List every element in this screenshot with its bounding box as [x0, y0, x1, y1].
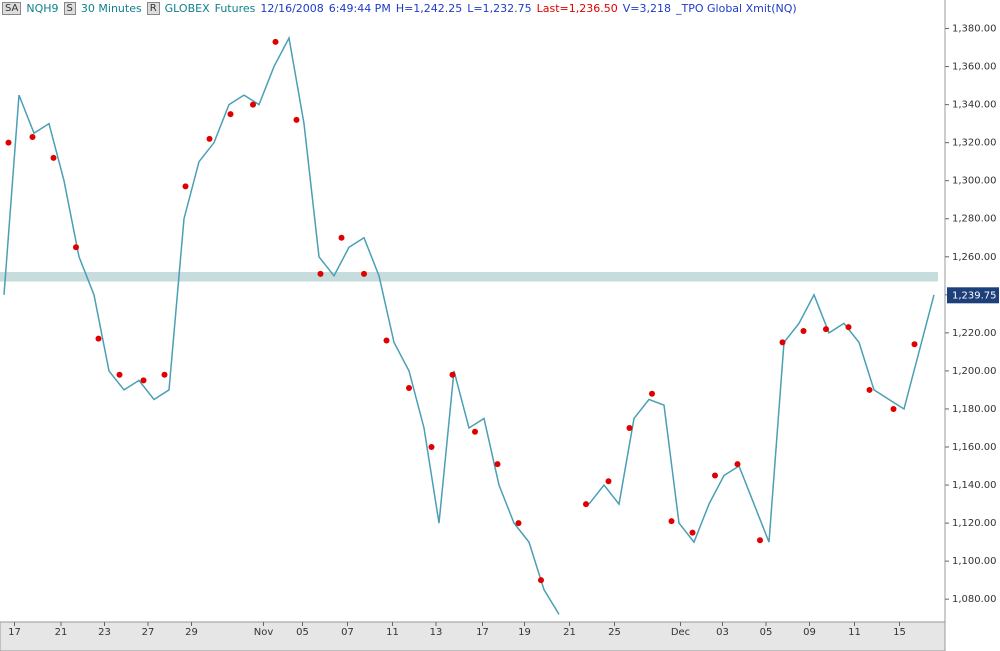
tpo-point — [383, 337, 390, 344]
tpo-point — [845, 324, 852, 331]
last-price-box — [947, 287, 999, 304]
tpo-point — [649, 390, 655, 397]
y-tick-label: 1,120.00 — [952, 518, 997, 529]
x-tick-label: 21 — [55, 627, 68, 638]
high: H=1,242.25 — [395, 2, 463, 15]
tpo-point — [406, 385, 412, 392]
x-tick-label: 09 — [803, 627, 816, 638]
tpo-point — [866, 386, 873, 393]
x-tick-label: Nov — [254, 627, 274, 638]
menu-button[interactable]: SA — [2, 2, 22, 15]
x-tick-label: 05 — [760, 627, 773, 638]
x-tick-label: 17 — [476, 627, 489, 638]
exchange: GLOBEX — [164, 2, 210, 15]
toolbar: SA NQH9 S 30 Minutes R GLOBEX Futures 12… — [2, 2, 797, 15]
y-tick-label: 1,380.00 — [952, 24, 997, 35]
tpo-point — [757, 537, 763, 544]
y-tick-label: 1,320.00 — [952, 138, 997, 149]
tpo-point — [911, 341, 918, 348]
y-tick-label: 1,260.00 — [952, 252, 997, 263]
tpo-point — [250, 101, 256, 108]
tpo-point — [494, 461, 501, 468]
y-tick-label: 1,100.00 — [952, 556, 997, 567]
x-tick-label: 27 — [142, 627, 155, 638]
y-tick-label: 1,160.00 — [952, 442, 997, 453]
tpo-point — [800, 327, 807, 334]
tpo-point — [472, 428, 478, 435]
volume: V=3,218 — [622, 2, 671, 15]
x-tick-label: 21 — [563, 627, 576, 638]
y-tick-label: 1,360.00 — [952, 62, 997, 73]
x-tick-label: 17 — [8, 627, 21, 638]
tpo-point — [428, 444, 435, 451]
tpo-point — [140, 377, 147, 384]
y-tick-label: 1,280.00 — [952, 214, 997, 225]
tpo-point — [5, 139, 12, 146]
x-tick-label: 15 — [893, 627, 906, 638]
tpo-point — [272, 38, 279, 45]
tpo-point — [227, 111, 234, 118]
tpo-point — [338, 234, 345, 241]
tpo-point — [823, 326, 829, 333]
tpo-point — [712, 472, 718, 479]
tpo-point — [605, 478, 612, 485]
tpo-point — [95, 335, 102, 342]
interval: 30 Minutes — [80, 2, 142, 15]
market: Futures — [214, 2, 256, 15]
tpo-point — [779, 339, 786, 346]
symbol: NQH9 — [26, 2, 59, 15]
band — [0, 272, 938, 282]
x-tick-label: 11 — [386, 627, 399, 638]
y-tick-label: 1,140.00 — [952, 480, 997, 491]
tpo-point — [583, 501, 589, 508]
y-tick-label: 1,180.00 — [952, 404, 997, 415]
y-tick-label: 1,340.00 — [952, 100, 997, 111]
tpo-point — [50, 154, 57, 161]
date: 12/16/2008 — [260, 2, 324, 15]
tpo-point — [734, 461, 741, 468]
tpo-point — [182, 183, 189, 190]
tpo-point — [515, 520, 522, 527]
y-tick-label: 1,200.00 — [952, 366, 997, 377]
symbol-button[interactable]: S — [63, 2, 76, 15]
y-tick-label: 1,080.00 — [952, 594, 997, 605]
x-tick-label: 19 — [518, 627, 531, 638]
tpo-point — [161, 371, 168, 378]
x-tick-label: 23 — [98, 627, 111, 638]
x-tick-label: 03 — [716, 627, 729, 638]
price-line — [3, 35, 935, 615]
last: Last=1,236.50 — [536, 2, 618, 15]
x-tick-label: 05 — [296, 627, 309, 638]
range-button[interactable]: R — [146, 2, 160, 15]
y-tick-label: 1,300.00 — [952, 176, 997, 187]
low: L=1,232.75 — [467, 2, 532, 15]
x-tick-label: 25 — [608, 627, 621, 638]
tpo-point — [668, 518, 675, 525]
study: _TPO Global Xmit(NQ) — [676, 2, 797, 15]
tpo-point — [689, 529, 696, 536]
tpo-point — [206, 135, 213, 142]
x-tick-label: 29 — [185, 627, 198, 638]
x-tick-label: 07 — [341, 627, 354, 638]
tpo-point — [538, 577, 544, 584]
tpo-point — [293, 116, 300, 123]
x-tick-label: 13 — [430, 627, 443, 638]
x-axis-strip — [0, 621, 946, 651]
tpo-point — [361, 270, 367, 277]
tpo-point — [317, 270, 324, 277]
tpo-point — [73, 244, 79, 251]
x-tick-label: 11 — [848, 627, 861, 638]
tpo-point — [116, 371, 123, 378]
tpo-point — [626, 424, 633, 431]
time: 6:49:44 PM — [328, 2, 391, 15]
tpo-point — [29, 133, 36, 140]
tpo-point — [890, 405, 897, 412]
y-tick-label: 1,220.00 — [952, 328, 997, 339]
tpo-point — [449, 371, 456, 378]
x-tick-label: Dec — [671, 627, 690, 638]
last-price-label: 1,239.75 — [952, 290, 997, 301]
